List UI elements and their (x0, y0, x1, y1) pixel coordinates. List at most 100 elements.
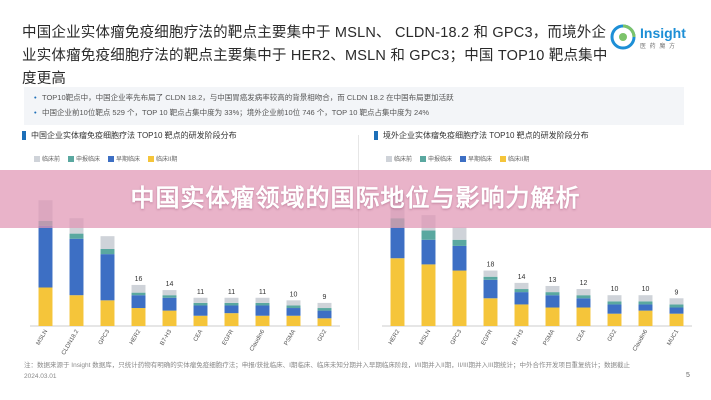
bar-segment (317, 310, 332, 319)
bar-segment (224, 313, 239, 326)
x-tick-label: GD2 (607, 328, 619, 342)
insight-logo-icon (610, 24, 636, 50)
bar-segment (193, 315, 208, 326)
legend-swatch (108, 155, 115, 162)
bar-segment (100, 249, 115, 255)
bar-segment (224, 302, 239, 306)
x-tick-label: GPC3 (98, 328, 112, 346)
legend-swatch (500, 155, 507, 162)
bar-segment (576, 289, 591, 296)
bar-segment (452, 245, 467, 271)
footer-note: 注：数据来源于 Insight 数据库，只统计药物有明确的实体瘤免疫细胞疗法；申… (24, 362, 630, 380)
bar-segment (545, 295, 560, 308)
bar-total-label: 13 (549, 277, 557, 284)
legend-swatch (460, 155, 467, 162)
legend-swatch (420, 155, 427, 162)
chart-legend: 临床前 申报临床 早期临床 临床II期 (34, 154, 177, 163)
chart-legend: 临床前 申报临床 早期临床 临床II期 (386, 154, 529, 163)
bar-segment (286, 305, 301, 309)
bar-segment (100, 254, 115, 301)
legend-item: 临床前 (34, 154, 60, 163)
bar-total-label: 16 (135, 276, 143, 283)
bar-segment (669, 304, 684, 308)
bar-segment (286, 308, 301, 316)
title-banner: 中国实体瘤领域的国际地位与影响力解析 (0, 170, 711, 228)
x-tick-label: EGFR (481, 328, 495, 346)
logo-name: Insight (640, 25, 686, 41)
bar-segment (483, 270, 498, 277)
chart-title: 境外企业实体瘤免疫细胞疗法 TOP10 靶点的研发阶段分布 (374, 130, 699, 141)
legend-swatch (386, 155, 392, 162)
bar-segment (317, 302, 332, 309)
bar-total-label: 12 (580, 280, 588, 287)
bar-segment (545, 307, 560, 326)
bar-segment (69, 295, 84, 326)
bar-total-label: 14 (166, 281, 174, 288)
page-title: 中国企业实体瘤免疫细胞疗法的靶点主要集中于 MSLN、 CLDN-18.2 和 … (22, 25, 608, 87)
bar-segment (607, 301, 622, 305)
bar-segment (390, 227, 405, 259)
legend-label: 临床II期 (156, 157, 178, 163)
bar-segment (286, 315, 301, 326)
legend-swatch (34, 155, 40, 162)
bar-segment (576, 307, 591, 326)
banner-title: 中国实体瘤领域的国际地位与影响力解析 (130, 185, 581, 212)
bar-segment (483, 279, 498, 299)
bar-segment (607, 313, 622, 326)
legend-item: 临床前 (386, 154, 412, 163)
bar-segment (131, 295, 146, 309)
bar-segment (669, 313, 684, 326)
bar-total-label: 9 (675, 289, 679, 296)
bar-segment (255, 305, 270, 316)
bar-total-label: 10 (611, 286, 619, 293)
legend-item: 申报临床 (420, 154, 452, 163)
chart-title: 中国企业实体瘤免疫细胞疗法 TOP10 靶点的研发阶段分布 (22, 130, 347, 141)
bar-segment (162, 310, 177, 326)
bar-segment (131, 292, 146, 296)
bar-segment (255, 297, 270, 303)
x-tick-label: MUC1 (667, 328, 681, 346)
bar-segment (514, 282, 529, 290)
legend-swatch (68, 155, 75, 162)
x-tick-label: HER2 (388, 328, 402, 345)
bar-segment (162, 295, 177, 298)
bar-total-label: 9 (323, 294, 327, 301)
bar-segment (638, 304, 653, 311)
bar-segment (576, 298, 591, 308)
legend-item: 申报临床 (68, 154, 100, 163)
bar-segment (193, 305, 208, 316)
panel-divider (358, 135, 359, 350)
bar-segment (514, 289, 529, 293)
legend-item: 早期临床 (108, 154, 140, 163)
summary-bullet: TOP10靶点中，中国企业率先布局了 CLDN 18.2，与中国胃癌发病率较高的… (34, 90, 674, 105)
x-tick-label: PSMA (284, 329, 298, 347)
legend-label: 早期临床 (116, 157, 141, 163)
x-tick-label: MSLN (36, 329, 50, 346)
bar-segment (255, 302, 270, 306)
bar-total-label: 11 (197, 289, 204, 296)
x-tick-label: Claudin6 (249, 328, 266, 352)
x-tick-label: GD2 (317, 328, 329, 342)
summary-box: TOP10靶点中，中国企业率先布局了 CLDN 18.2，与中国胃癌发病率较高的… (24, 87, 684, 125)
bar-segment (483, 276, 498, 280)
x-tick-label: B7-H3 (160, 328, 174, 346)
bar-segment (452, 270, 467, 326)
bar-segment (390, 258, 405, 326)
chart-overseas: HER2 MSLN GPC3 18 EGFR 14 B7-H3 13 PSMA 12 CEA 10 GD… (382, 193, 692, 353)
bar-segment (131, 308, 146, 326)
bar-segment (38, 287, 53, 326)
bar-total-label: 11 (259, 289, 266, 296)
x-tick-label: MSLN (419, 329, 433, 346)
bar-segment (100, 300, 115, 326)
bar-segment (421, 230, 436, 240)
bar-segment (514, 304, 529, 326)
bar-segment (131, 284, 146, 293)
bar-segment (545, 292, 560, 296)
bar-segment (669, 307, 684, 314)
bar-segment (69, 238, 84, 296)
bar-total-label: 18 (487, 262, 495, 269)
chart-panel-overseas: 境外企业实体瘤免疫细胞疗法 TOP10 靶点的研发阶段分布 临床前 申报临床 早期临… (374, 130, 699, 356)
x-tick-label: HER2 (129, 328, 143, 345)
x-tick-label: EGFR (222, 328, 236, 346)
